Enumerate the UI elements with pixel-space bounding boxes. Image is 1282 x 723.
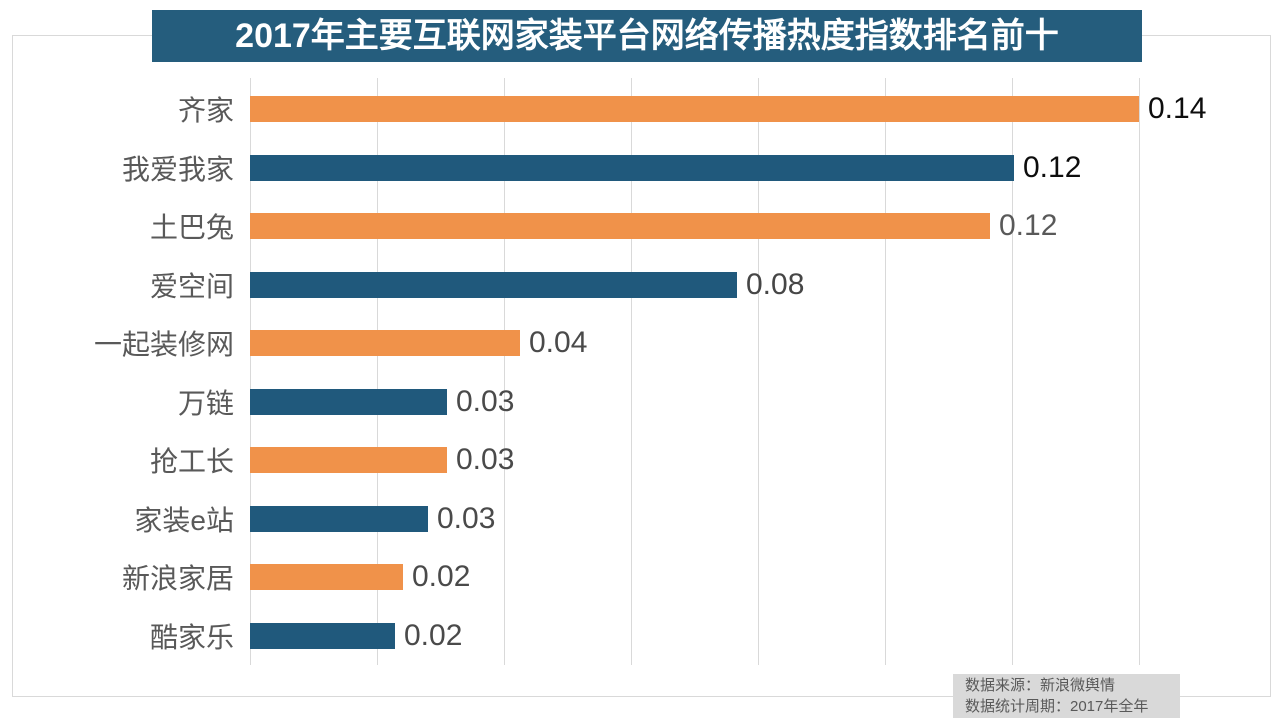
bar-row: 一起装修网 0.04 — [12, 314, 1272, 373]
bar — [250, 388, 447, 415]
bar — [250, 154, 1014, 181]
gridline — [250, 78, 251, 665]
value-label: 0.12 — [999, 209, 1058, 243]
bar-row: 万链 0.03 — [12, 373, 1272, 432]
bar — [250, 213, 990, 240]
gridline — [1139, 78, 1140, 665]
chart-title: 2017年主要互联网家装平台网络传播热度指数排名前十 — [152, 10, 1142, 62]
category-label: 家装e站 — [134, 504, 234, 536]
category-label: 一起装修网 — [93, 329, 234, 361]
value-label: 0.03 — [456, 384, 515, 418]
category-label: 齐家 — [177, 95, 234, 127]
bar-row: 爱空间 0.08 — [12, 256, 1272, 315]
gridline — [377, 78, 378, 665]
bar-row: 我爱我家 0.12 — [12, 139, 1272, 198]
value-label: 0.08 — [746, 267, 805, 301]
bar-row: 酷家乐 0.02 — [12, 607, 1272, 666]
gridline — [885, 78, 886, 665]
category-label: 万链 — [177, 387, 234, 419]
bar-row: 土巴兔 0.12 — [12, 197, 1272, 256]
plot-border — [12, 35, 1271, 697]
category-label: 抢工长 — [149, 446, 234, 478]
category-label: 土巴兔 — [149, 212, 234, 244]
value-label: 0.02 — [404, 618, 463, 652]
bar-row: 家装e站 0.03 — [12, 490, 1272, 549]
bar-row: 齐家 0.14 — [12, 80, 1272, 139]
bar — [250, 505, 428, 532]
source-note: 数据来源：新浪微舆情 数据统计周期：2017年全年 — [953, 674, 1180, 718]
gridline — [1012, 78, 1013, 665]
category-label: 爱空间 — [149, 270, 234, 302]
value-label: 0.12 — [1023, 150, 1082, 184]
bar — [250, 330, 520, 357]
value-label: 0.03 — [437, 501, 496, 535]
value-label: 0.04 — [529, 326, 588, 360]
category-label: 新浪家居 — [121, 563, 234, 595]
gridline — [631, 78, 632, 665]
period-line: 数据统计周期：2017年全年 — [965, 698, 1149, 715]
bar-rows: 齐家 0.14 我爱我家 0.12 土巴兔 0.12 爱空间 0.08 一起装修网 0.04 万链 0… — [12, 80, 1272, 665]
bar-row: 新浪家居 0.02 — [12, 548, 1272, 607]
bar — [250, 96, 1139, 123]
bar-row: 抢工长 0.03 — [12, 431, 1272, 490]
gridlines — [250, 78, 1140, 665]
gridline — [504, 78, 505, 665]
bar — [250, 271, 737, 298]
value-label: 0.02 — [412, 560, 471, 594]
value-label: 0.14 — [1148, 92, 1207, 126]
category-label: 我爱我家 — [121, 153, 234, 185]
bar — [250, 447, 447, 474]
bar — [250, 564, 403, 591]
gridline — [758, 78, 759, 665]
category-label: 酷家乐 — [149, 621, 234, 653]
source-line: 数据来源：新浪微舆情 — [965, 677, 1116, 694]
bar — [250, 622, 395, 649]
value-label: 0.03 — [456, 443, 515, 477]
